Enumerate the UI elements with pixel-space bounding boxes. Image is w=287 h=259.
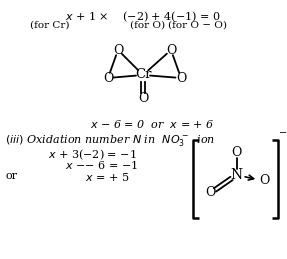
Text: (for O): (for O) <box>130 21 166 30</box>
Text: $x$ − 6 = 0  or  $x$ = + 6: $x$ − 6 = 0 or $x$ = + 6 <box>90 118 214 130</box>
Text: Cr: Cr <box>135 68 151 82</box>
Text: or: or <box>5 171 17 181</box>
Text: O: O <box>231 146 242 159</box>
Text: (for O − O): (for O − O) <box>168 21 228 30</box>
Text: N: N <box>230 168 243 182</box>
Text: O: O <box>138 91 148 104</box>
Text: (for Cr): (for Cr) <box>30 21 69 30</box>
Text: $x$ + 1 ×    (−2) + 4(−1) = 0: $x$ + 1 × (−2) + 4(−1) = 0 <box>65 10 221 25</box>
Text: O: O <box>176 71 186 84</box>
Text: O: O <box>166 44 176 56</box>
Text: $(iii)$ Oxidation number $N$ in  $\mathit{NO_3^-}$  ion: $(iii)$ Oxidation number $N$ in $\mathit… <box>5 133 215 148</box>
Text: O: O <box>103 71 113 84</box>
Text: −: − <box>279 129 287 138</box>
Text: O: O <box>259 175 270 188</box>
Text: $x$ = + 5: $x$ = + 5 <box>85 171 129 183</box>
Text: $x$ + 3(−2) = −1: $x$ + 3(−2) = −1 <box>48 147 137 162</box>
Text: O: O <box>205 186 216 199</box>
Text: O: O <box>113 44 123 56</box>
Text: $x$ −− 6 = −1: $x$ −− 6 = −1 <box>65 159 138 171</box>
